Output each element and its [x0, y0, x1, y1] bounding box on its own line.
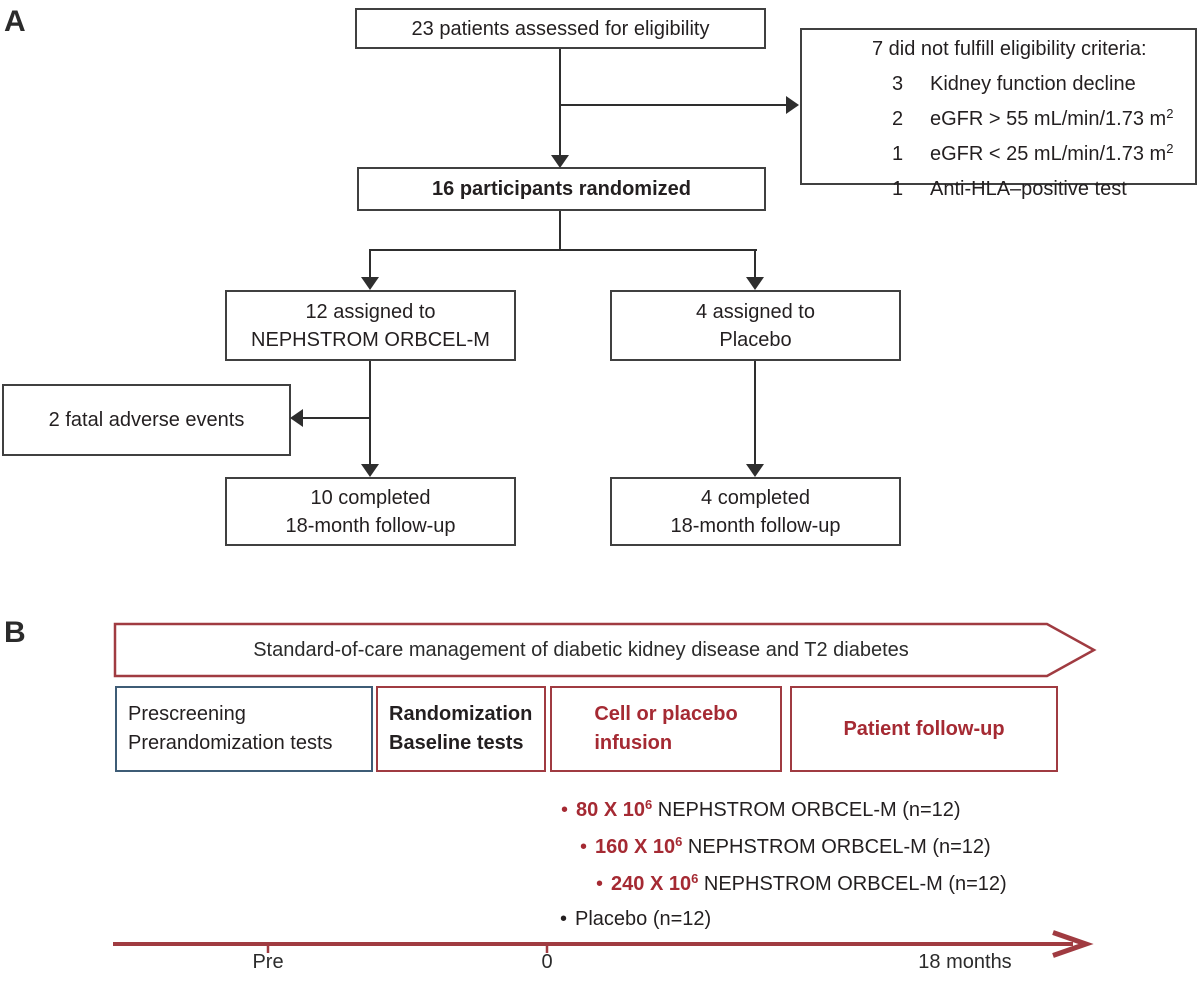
connector-arm-placebo-down — [754, 361, 756, 465]
dose-rest: NEPHSTROM ORBCEL-M (n=12) — [652, 799, 961, 821]
stage-infusion: Cell or placebo infusion — [550, 686, 782, 772]
connector-to-fatal — [303, 417, 370, 419]
connector-arm-cell-down — [369, 361, 371, 465]
excluded-item-sup: 2 — [1166, 141, 1174, 156]
excluded-item-count: 1 — [892, 178, 904, 200]
stage-prescreening-line2: Prerandomization tests — [128, 732, 333, 754]
arrowhead-to-arm-cell-icon — [361, 277, 379, 290]
excluded-item-text: eGFR > 55 mL/min/1.73 m — [930, 108, 1167, 130]
arrowhead-to-fatal-icon — [290, 409, 303, 427]
stage-followup-line1: Patient follow-up — [843, 717, 1005, 740]
bullet-icon: • — [580, 836, 588, 858]
arm-placebo-line2: Placebo — [719, 328, 792, 351]
connector-randomized-down — [559, 211, 561, 251]
arrowhead-to-completed-cell-icon — [361, 464, 379, 477]
box-arm-cell: 12 assigned to NEPHSTROM ORBCEL-M — [225, 290, 516, 361]
excluded-item: 1 eGFR < 25 mL/min/1.73 m2 — [802, 134, 1195, 169]
box-assessed-text: 23 patients assessed for eligibility — [411, 17, 710, 40]
excluded-item: 3 Kidney function decline — [802, 64, 1195, 99]
arrowhead-to-excluded-icon — [786, 96, 799, 114]
box-assessed: 23 patients assessed for eligibility — [355, 8, 766, 49]
dose-amount: 240 X 10 — [611, 873, 692, 895]
completed-placebo-line1: 4 completed — [701, 486, 810, 509]
timeline-axis — [105, 929, 1105, 959]
dose-exponent: 6 — [691, 871, 699, 886]
excluded-item-text: eGFR < 25 mL/min/1.73 m — [930, 143, 1167, 165]
panel-b-label: B — [4, 616, 26, 649]
dose-rest: NEPHSTROM ORBCEL-M (n=12) — [682, 836, 991, 858]
arm-placebo-line1: 4 assigned to — [696, 300, 815, 323]
stage-followup: Patient follow-up — [790, 686, 1058, 772]
timeline-label-pre: Pre — [252, 951, 284, 973]
arrowhead-to-completed-placebo-icon — [746, 464, 764, 477]
dose-rest: Placebo (n=12) — [575, 908, 712, 930]
connector-split-left — [369, 251, 371, 278]
banner-text: Standard-of-care management of diabetic … — [253, 638, 909, 661]
panel-a-label: A — [4, 5, 26, 38]
timeline-arrow — [113, 930, 1094, 958]
stage-infusion-line2: infusion — [594, 732, 673, 754]
standard-of-care-banner: Standard-of-care management of diabetic … — [113, 622, 1098, 678]
excluded-item: 1 Anti-HLA–positive test — [802, 169, 1195, 204]
arrowhead-to-randomized-icon — [551, 155, 569, 168]
excluded-item-count: 2 — [892, 108, 904, 130]
bullet-icon: • — [596, 873, 604, 895]
stage-randomization-line2: Baseline tests — [389, 732, 524, 754]
banner-arrow-shape — [113, 622, 1097, 678]
dose-amount: 80 X 10 — [576, 799, 645, 821]
box-fatal-events: 2 fatal adverse events — [2, 384, 291, 456]
stage-infusion-line1: Cell or placebo — [594, 703, 738, 725]
stage-randomization: Randomization Baseline tests — [376, 686, 546, 772]
excluded-item-sup: 2 — [1166, 106, 1174, 121]
dose-item: • 240 X 106 NEPHSTROM ORBCEL-M (n=12) — [596, 871, 1007, 896]
box-randomized: 16 participants randomized — [357, 167, 766, 211]
bullet-icon: • — [561, 799, 569, 821]
dose-rest: NEPHSTROM ORBCEL-M (n=12) — [698, 873, 1007, 895]
excluded-item-text: Anti-HLA–positive test — [930, 178, 1127, 200]
connector-assessed-down — [559, 49, 561, 157]
timeline-label-end: 18 months — [918, 951, 1012, 973]
completed-cell-line1: 10 completed — [310, 486, 431, 509]
connector-to-excluded — [560, 104, 787, 106]
stage-prescreening-line1: Prescreening — [128, 703, 246, 725]
dose-item: • 80 X 106 NEPHSTROM ORBCEL-M (n=12) — [561, 797, 961, 822]
box-completed-cell: 10 completed 18-month follow-up — [225, 477, 516, 546]
box-completed-placebo: 4 completed 18-month follow-up — [610, 477, 901, 546]
arm-cell-line1: 12 assigned to — [305, 300, 436, 323]
connector-split-horizontal — [369, 249, 757, 251]
connector-split-right — [754, 251, 756, 278]
arrowhead-to-arm-placebo-icon — [746, 277, 764, 290]
dose-item: • 160 X 106 NEPHSTROM ORBCEL-M (n=12) — [580, 834, 991, 859]
timeline-label-zero: 0 — [541, 951, 553, 973]
arm-cell-line2: NEPHSTROM ORBCEL-M — [251, 328, 490, 351]
completed-placebo-line2: 18-month follow-up — [670, 514, 841, 537]
dose-amount: 160 X 10 — [595, 836, 676, 858]
excluded-title: 7 did not fulfill eligibility criteria: — [872, 38, 1147, 60]
box-randomized-text: 16 participants randomized — [432, 178, 691, 200]
dose-exponent: 6 — [675, 834, 683, 849]
stage-randomization-line1: Randomization — [389, 703, 533, 725]
dose-item: • Placebo (n=12) — [560, 906, 711, 931]
box-arm-placebo: 4 assigned to Placebo — [610, 290, 901, 361]
stage-prescreening: Prescreening Prerandomization tests — [115, 686, 373, 772]
excluded-item-text: Kidney function decline — [930, 73, 1136, 95]
bullet-icon: • — [560, 908, 568, 930]
box-excluded: 7 did not fulfill eligibility criteria: … — [800, 28, 1197, 200]
completed-cell-line2: 18-month follow-up — [285, 514, 456, 537]
fatal-events-text: 2 fatal adverse events — [48, 409, 245, 431]
excluded-item-count: 3 — [892, 73, 904, 95]
dose-exponent: 6 — [644, 797, 653, 812]
excluded-item-count: 1 — [892, 143, 904, 165]
excluded-item: 2 eGFR > 55 mL/min/1.73 m2 — [802, 99, 1195, 134]
